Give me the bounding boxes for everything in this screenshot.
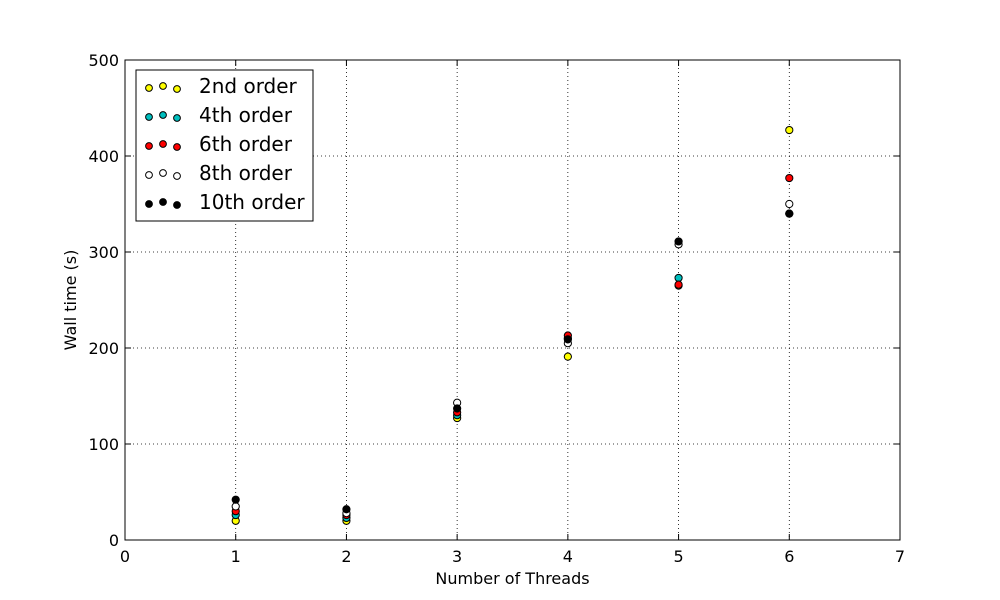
legend-marker bbox=[159, 169, 167, 177]
legend: 2nd order 4th order 6th order 8th order 10th… bbox=[135, 69, 314, 222]
x-tick-label: 7 bbox=[895, 547, 905, 566]
y-tick-label: 0 bbox=[109, 531, 119, 550]
legend-marker bbox=[159, 82, 167, 90]
y-axis-label: Wall time (s) bbox=[61, 250, 80, 351]
legend-marker bbox=[173, 172, 181, 180]
x-axis-label: Number of Threads bbox=[435, 569, 589, 588]
legend-label: 2nd order bbox=[199, 74, 298, 98]
data-point-6th-order bbox=[785, 173, 794, 183]
legend-entry: 4th order bbox=[145, 103, 293, 127]
legend-marker bbox=[173, 85, 181, 93]
data-point-8th-order bbox=[231, 502, 240, 511]
data-points bbox=[231, 125, 794, 525]
legend-label: 8th order bbox=[199, 161, 293, 185]
y-tick-label: 500 bbox=[88, 51, 119, 70]
y-tick-label: 400 bbox=[88, 147, 119, 166]
legend-label: 6th order bbox=[199, 132, 293, 156]
legend-marker bbox=[173, 143, 181, 151]
x-tick-label: 3 bbox=[452, 547, 462, 566]
x-tick-label: 1 bbox=[231, 547, 241, 566]
x-tick-label: 0 bbox=[120, 547, 130, 566]
x-tick-label: 2 bbox=[341, 547, 351, 566]
x-tick-label: 4 bbox=[563, 547, 573, 566]
axis-ticks: 0 1 2 3 4 5 6 7 0 100 200 300 400 500 bbox=[88, 51, 905, 566]
y-tick-label: 300 bbox=[88, 243, 119, 262]
data-point-2nd-order bbox=[785, 125, 794, 135]
data-point-6th-order bbox=[674, 280, 683, 289]
legend-marker bbox=[173, 114, 181, 122]
y-tick-label: 200 bbox=[88, 339, 119, 358]
legend-label: 4th order bbox=[199, 103, 293, 127]
legend-label: 10th order bbox=[199, 190, 305, 214]
data-point-4th-order bbox=[674, 273, 683, 283]
legend-marker bbox=[159, 111, 167, 119]
legend-marker bbox=[159, 198, 167, 206]
plot-frame bbox=[124, 59, 901, 541]
legend-entry: 10th order bbox=[145, 190, 305, 214]
x-tick-label: 6 bbox=[784, 547, 794, 566]
legend-entry: 6th order bbox=[145, 132, 293, 156]
legend-marker bbox=[173, 201, 181, 209]
legend-marker bbox=[145, 200, 153, 208]
data-point-10th-order bbox=[674, 237, 683, 246]
data-point-8th-order bbox=[785, 199, 794, 209]
data-point-2nd-order bbox=[563, 352, 572, 361]
legend-marker bbox=[145, 171, 153, 179]
y-tick-label: 100 bbox=[88, 435, 119, 454]
x-tick-label: 5 bbox=[673, 547, 683, 566]
data-point-10th-order bbox=[342, 505, 351, 514]
data-point-10th-order bbox=[563, 335, 572, 344]
legend-entry: 8th order bbox=[145, 161, 293, 185]
legend-marker bbox=[145, 84, 153, 92]
legend-marker bbox=[145, 142, 153, 150]
legend-marker bbox=[159, 140, 167, 148]
legend-entry: 2nd order bbox=[145, 74, 298, 98]
grid bbox=[125, 60, 900, 540]
data-point-10th-order bbox=[785, 209, 794, 218]
data-point-10th-order bbox=[231, 495, 240, 504]
data-point-10th-order bbox=[453, 404, 462, 413]
legend-marker bbox=[145, 113, 153, 121]
